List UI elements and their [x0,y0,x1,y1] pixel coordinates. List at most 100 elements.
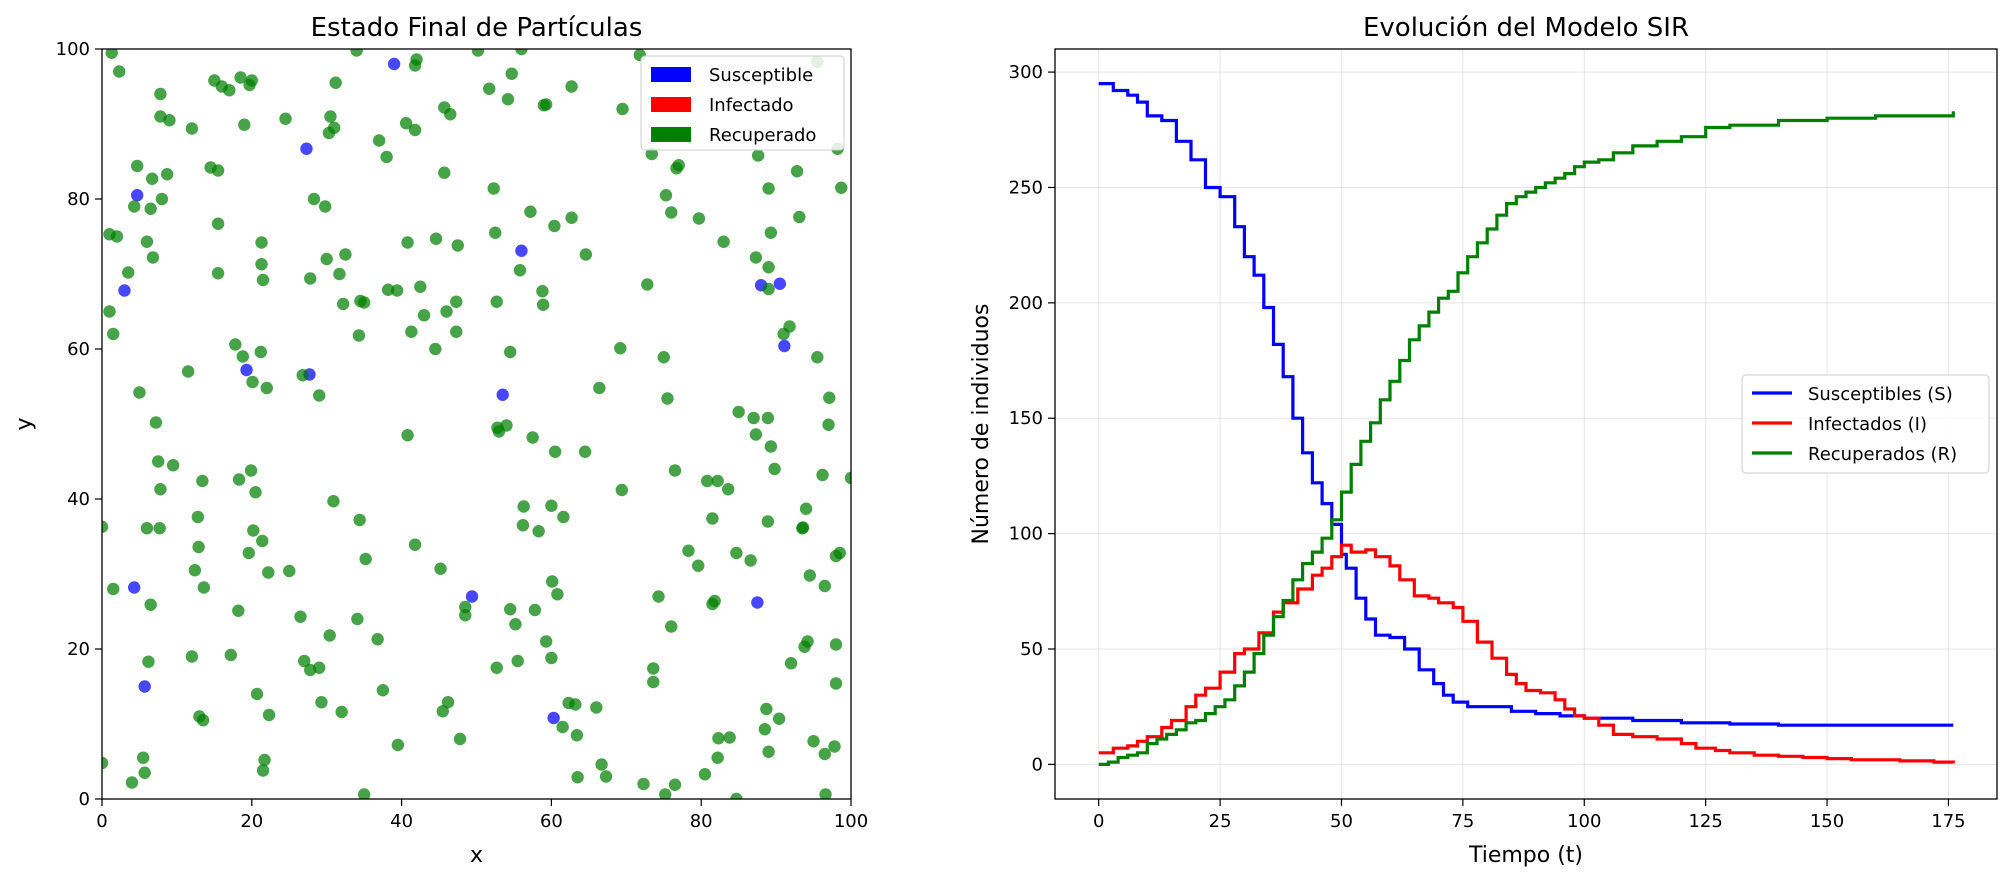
scatter-point-recuperado-195 [142,655,155,668]
scatter-point-recuperado-13 [515,49,528,56]
scatter-point-recuperado-164 [434,562,447,575]
scatter-point-recuperado-108 [229,338,242,351]
scatter-point-recuperado-59 [659,189,673,202]
scatter-point-recuperado-82 [339,248,352,261]
scatter-point-recuperado-215 [391,738,405,752]
sir-title: Evolución del Modelo SIR [1363,13,1689,43]
scatter-point-recuperado-5 [234,71,247,84]
scatter-point-recuperado-239 [652,590,665,603]
scatter-point-recuperado-77 [255,258,268,271]
scatter-point-recuperado-92 [440,305,453,318]
scatter-point-recuperado-105 [133,386,146,399]
scatter-point-recuperado-249 [730,792,743,799]
scatter-point-recuperado-20 [185,122,199,135]
scatter-point-recuperado-68 [835,181,848,194]
scatter-point-recuperado-183 [799,502,813,515]
scatter-point-recuperado-180 [730,546,743,560]
scatter-point-recuperado-146 [196,474,209,488]
scatter-y-tick-label-0: 0 [79,789,90,810]
scatter-point-recuperado-26 [372,134,386,147]
scatter-point-recuperado-196 [185,650,199,663]
scatter-point-recuperado-252 [762,745,775,758]
scatter-point-recuperado-187 [816,468,829,482]
scatter-point-recuperado-57 [548,219,561,233]
scatter-point-susceptible-0 [387,57,401,71]
scatter-point-recuperado-209 [315,696,328,709]
scatter-point-recuperado-66 [790,165,804,178]
scatter-point-recuperado-203 [256,764,270,777]
scatter-title: Estado Final de Partículas [311,13,643,43]
scatter-point-recuperado-214 [376,684,390,697]
sir-y-tick-label-2: 100 [1009,524,1043,545]
scatter-point-recuperado-190 [833,546,846,560]
scatter-plot-area [102,49,851,799]
scatter-point-recuperado-86 [381,283,395,296]
scatter-point-recuperado-177 [706,512,719,525]
scatter-point-recuperado-53 [319,200,332,213]
sir-y-tick-label-1: 50 [1020,639,1043,660]
sir-line-infectados [1098,543,1955,764]
scatter-point-recuperado-135 [768,462,781,476]
scatter-point-recuperado-112 [260,381,273,395]
sir-x-tick-label-0: 0 [1093,811,1104,832]
scatter-point-susceptible-14 [547,711,560,725]
scatter-point-recuperado-142 [154,483,167,496]
scatter-point-recuperado-173 [668,464,682,477]
scatter-point-recuperado-124 [548,445,562,458]
scatter-point-recuperado-165 [516,519,530,532]
scatter-point-recuperado-43 [110,230,124,243]
scatter-point-recuperado-109 [236,350,250,363]
scatter-point-recuperado-246 [711,751,724,764]
scatter-point-recuperado-176 [700,474,714,488]
scatter-point-susceptible-9 [773,277,787,290]
scatter-point-recuperado-65 [764,226,778,239]
scatter-point-recuperado-205 [294,610,307,623]
scatter-points [102,49,851,799]
scatter-point-recuperado-155 [197,581,211,594]
scatter-point-recuperado-199 [224,648,238,662]
scatter-point-recuperado-194 [144,598,157,611]
scatter-point-recuperado-85 [357,296,371,309]
scatter-point-susceptible-10 [778,339,791,353]
scatter-point-recuperado-130 [732,405,745,419]
scatter-point-recuperado-62 [717,235,730,248]
scatter-point-susceptible-12 [465,590,479,603]
scatter-legend-swatch-2 [651,127,691,142]
scatter-y-tick-label-3: 60 [67,339,90,360]
scatter-point-recuperado-143 [140,522,154,535]
sir-axes-frame [1054,48,1998,800]
scatter-point-recuperado-225 [528,603,542,617]
scatter-point-recuperado-178 [711,474,724,488]
scatter-point-recuperado-1 [113,65,126,78]
scatter-point-recuperado-218 [453,732,467,746]
sir-legend: Susceptibles (S) Infectados (I) Recuperado… [1741,374,1990,474]
scatter-point-recuperado-222 [504,603,517,616]
scatter-point-recuperado-44 [128,200,141,213]
scatter-point-recuperado-198 [196,714,210,727]
scatter-point-recuperado-206 [298,654,311,668]
scatter-point-recuperado-250 [760,702,773,716]
scatter-point-recuperado-51 [211,164,225,177]
scatter-point-recuperado-126 [593,381,606,395]
scatter-point-recuperado-36 [539,98,553,111]
scatter-point-recuperado-81 [333,267,346,281]
scatter-point-recuperado-233 [590,701,603,714]
scatter-x-tick-label-1: 20 [240,811,263,832]
scatter-point-recuperado-11 [410,53,423,66]
sir-x-axis-label: Tiempo (t) [1468,843,1583,868]
scatter-point-recuperado-221 [490,661,503,674]
scatter-point-recuperado-70 [103,305,116,318]
scatter-point-recuperado-201 [250,687,264,701]
scatter-point-recuperado-179 [721,483,735,496]
scatter-point-recuperado-116 [405,325,418,338]
scatter-point-recuperado-96 [490,295,503,308]
scatter-point-recuperado-167 [532,525,545,538]
scatter-x-tick-label-0: 0 [96,811,107,832]
scatter-point-recuperado-122 [504,345,517,359]
scatter-point-recuperado-212 [351,612,364,626]
sir-legend-box [1741,374,1990,474]
scatter-point-recuperado-267 [357,788,371,799]
scatter-point-recuperado-28 [399,117,413,130]
sir-y-tick-label-6: 300 [1009,62,1043,83]
scatter-point-recuperado-265 [136,751,150,764]
